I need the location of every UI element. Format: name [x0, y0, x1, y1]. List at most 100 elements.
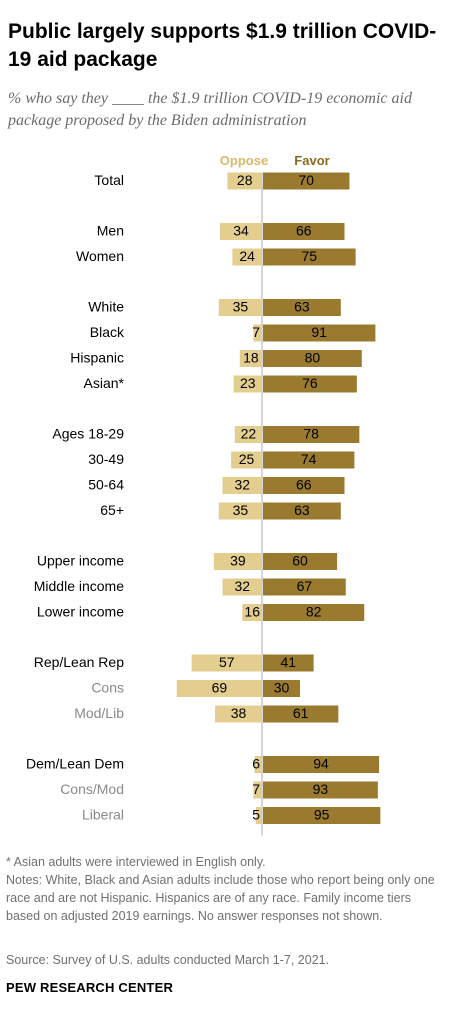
row-label: 30-49 — [88, 451, 124, 467]
value-label-oppose: 18 — [243, 350, 259, 366]
bar-favor — [263, 375, 357, 393]
value-label-oppose: 7 — [252, 324, 260, 340]
row-label: Cons/Mod — [60, 781, 124, 797]
bar-favor — [263, 604, 365, 621]
bar-favor — [263, 578, 346, 596]
row-label: Mod/Lib — [74, 705, 124, 721]
brand-logo-text: PEW RESEARCH CENTER — [6, 980, 174, 995]
value-label-oppose: 7 — [252, 781, 260, 797]
notes: * Asian adults were interviewed in Engli… — [6, 853, 446, 925]
bar-favor — [263, 680, 301, 697]
row-label: Men — [97, 223, 124, 239]
row-label: 65+ — [100, 502, 124, 518]
value-label-oppose: 57 — [219, 654, 235, 670]
row-label: Dem/Lean Dem — [26, 756, 124, 772]
bar-oppose — [218, 502, 262, 520]
value-label-oppose: 24 — [239, 248, 255, 264]
value-label-favor: 70 — [298, 172, 314, 188]
bar-favor — [263, 426, 360, 443]
bar-favor — [263, 248, 356, 266]
bar-oppose — [220, 223, 262, 240]
value-label-favor: 95 — [314, 807, 330, 823]
bar-favor — [263, 451, 355, 469]
bar-favor — [263, 553, 338, 570]
value-label-oppose: 35 — [233, 502, 249, 518]
bar-favor — [263, 477, 345, 494]
legend-favor: Favor — [294, 153, 329, 168]
value-label-favor: 66 — [296, 223, 312, 239]
value-label-oppose: 39 — [230, 553, 246, 569]
legend-oppose: Oppose — [220, 153, 268, 168]
value-label-oppose: 28 — [237, 172, 253, 188]
bar-favor — [263, 705, 339, 723]
bar-oppose — [218, 299, 262, 316]
row-label: Women — [76, 248, 124, 264]
row-label: Lower income — [37, 604, 124, 620]
value-label-oppose: 5 — [252, 807, 260, 823]
value-label-oppose: 35 — [233, 299, 249, 315]
footnote-notes: Notes: White, Black and Asian adults inc… — [6, 873, 435, 923]
bar-favor — [263, 654, 314, 672]
value-label-favor: 60 — [292, 553, 308, 569]
value-label-oppose: 32 — [234, 477, 250, 493]
source-note: Source: Survey of U.S. adults conducted … — [6, 953, 330, 967]
value-label-favor: 74 — [301, 451, 317, 467]
bar-oppose — [253, 781, 262, 799]
value-label-favor: 66 — [296, 477, 312, 493]
bar-oppose — [232, 248, 262, 266]
bar-oppose — [254, 756, 262, 773]
bar-oppose — [213, 553, 262, 570]
value-label-favor: 93 — [313, 781, 329, 797]
bar-oppose — [242, 604, 262, 621]
bar-favor — [263, 756, 380, 773]
row-label: Cons — [91, 680, 124, 696]
value-label-oppose: 22 — [241, 426, 257, 442]
value-label-oppose: 69 — [212, 680, 228, 696]
row-label: Ages 18-29 — [52, 426, 124, 442]
row-label: White — [88, 299, 124, 315]
chart-subtitle: % who say they ____ the $1.9 trillion CO… — [8, 90, 412, 129]
value-label-oppose: 23 — [240, 375, 256, 391]
row-label: Upper income — [37, 553, 124, 569]
row-label: Asian* — [84, 375, 125, 391]
bar-favor — [263, 324, 376, 342]
value-label-favor: 82 — [306, 604, 322, 620]
bar-favor — [263, 350, 362, 367]
bar-oppose — [227, 172, 262, 190]
value-label-favor: 61 — [293, 705, 309, 721]
value-label-favor: 78 — [303, 426, 319, 442]
value-label-oppose: 38 — [231, 705, 247, 721]
chart-title: Public largely supports $1.9 trillion CO… — [8, 20, 437, 71]
value-label-oppose: 16 — [244, 604, 260, 620]
row-label: Rep/Lean Rep — [34, 654, 125, 670]
value-label-favor: 67 — [297, 578, 313, 594]
value-label-oppose: 6 — [252, 756, 260, 772]
value-label-favor: 75 — [302, 248, 318, 264]
bar-favor — [263, 781, 378, 799]
row-label: Liberal — [82, 807, 124, 823]
value-label-favor: 30 — [274, 680, 290, 696]
row-label: Hispanic — [70, 350, 124, 366]
value-label-favor: 80 — [305, 350, 321, 366]
value-label-favor: 76 — [302, 375, 318, 391]
bar-oppose — [253, 324, 262, 342]
bar-oppose — [191, 654, 262, 672]
bar-oppose — [234, 426, 262, 443]
bar-oppose — [231, 451, 262, 469]
bar-oppose — [255, 807, 262, 824]
value-label-oppose: 34 — [233, 223, 249, 239]
value-label-oppose: 32 — [234, 578, 250, 594]
value-label-favor: 63 — [294, 502, 310, 518]
bar-favor — [263, 807, 381, 824]
bar-oppose — [233, 375, 262, 393]
bar-oppose — [215, 705, 262, 723]
footnote-asian: * Asian adults were interviewed in Engli… — [6, 855, 266, 869]
bar-oppose — [222, 578, 262, 596]
value-label-favor: 41 — [281, 654, 297, 670]
bar-favor — [263, 172, 350, 190]
bar-oppose — [222, 477, 262, 494]
bar-favor — [263, 502, 341, 520]
row-label: Middle income — [34, 578, 124, 594]
value-label-favor: 63 — [294, 299, 310, 315]
